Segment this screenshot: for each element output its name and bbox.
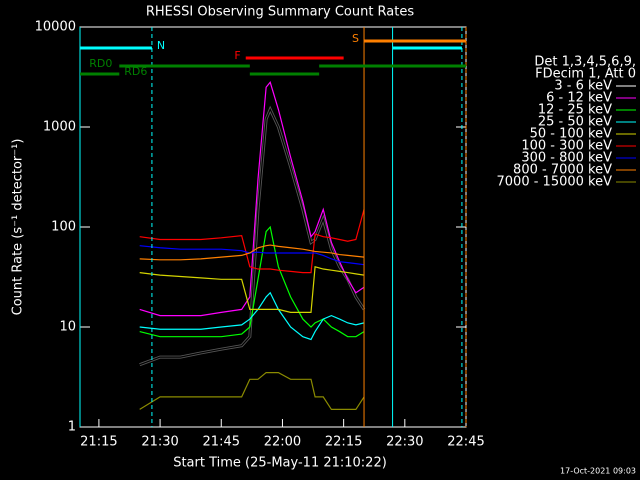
legend-label: 25 - 50 keV: [538, 115, 612, 130]
legend-header: Det 1,3,4,5,6,9,: [534, 55, 636, 70]
y-tick-label: 1000: [43, 120, 76, 135]
legend-label: 3 - 6 keV: [554, 79, 612, 94]
flag-label: S: [352, 32, 359, 45]
legend-label: 50 - 100 keV: [530, 127, 613, 142]
legend-header: FDecim 1, Att 0: [535, 67, 636, 82]
legend-label: 800 - 7000 keV: [513, 163, 612, 178]
series-line: [139, 81, 365, 317]
x-tick-label: 21:15: [80, 435, 117, 450]
x-tick-label: 22:45: [447, 435, 484, 450]
flag-label: RD0: [89, 57, 112, 70]
legend-label: 100 - 300 keV: [521, 139, 612, 154]
x-tick-label: 22:30: [386, 435, 423, 450]
series-line: [139, 245, 365, 266]
legend-label: 12 - 25 keV: [538, 103, 612, 118]
y-tick-label: 1: [68, 420, 76, 435]
series-line: [139, 266, 365, 313]
y-tick-label: 100: [51, 220, 76, 235]
x-tick-label: 22:15: [325, 435, 362, 450]
y-tick-label: 10: [59, 320, 76, 335]
plot-frame: [79, 26, 467, 428]
series-line: [139, 371, 365, 410]
series-line: [139, 209, 365, 274]
flag-label: F: [234, 49, 240, 62]
flag-label: N: [157, 39, 165, 52]
x-tick-label: 21:30: [141, 435, 178, 450]
x-axis-label: Start Time (25-May-11 21:10:22): [173, 456, 387, 471]
x-tick-label: 21:45: [203, 435, 240, 450]
footer: 17-Oct-2021 09:03: [560, 467, 636, 476]
legend-label: 300 - 800 keV: [521, 151, 612, 166]
series-line: [139, 244, 365, 261]
x-tick-label: 22:00: [264, 435, 301, 450]
chart-title: RHESSI Observing Summary Count Rates: [146, 5, 415, 20]
legend-label: 7000 - 15000 keV: [497, 175, 613, 190]
y-tick-label: 10000: [35, 20, 76, 35]
flag-label: RD6: [124, 65, 147, 78]
legend-label: 6 - 12 keV: [546, 91, 612, 106]
series-line: [139, 225, 365, 338]
y-axis-label: Count Rate (s⁻¹ detector⁻¹): [11, 139, 26, 316]
